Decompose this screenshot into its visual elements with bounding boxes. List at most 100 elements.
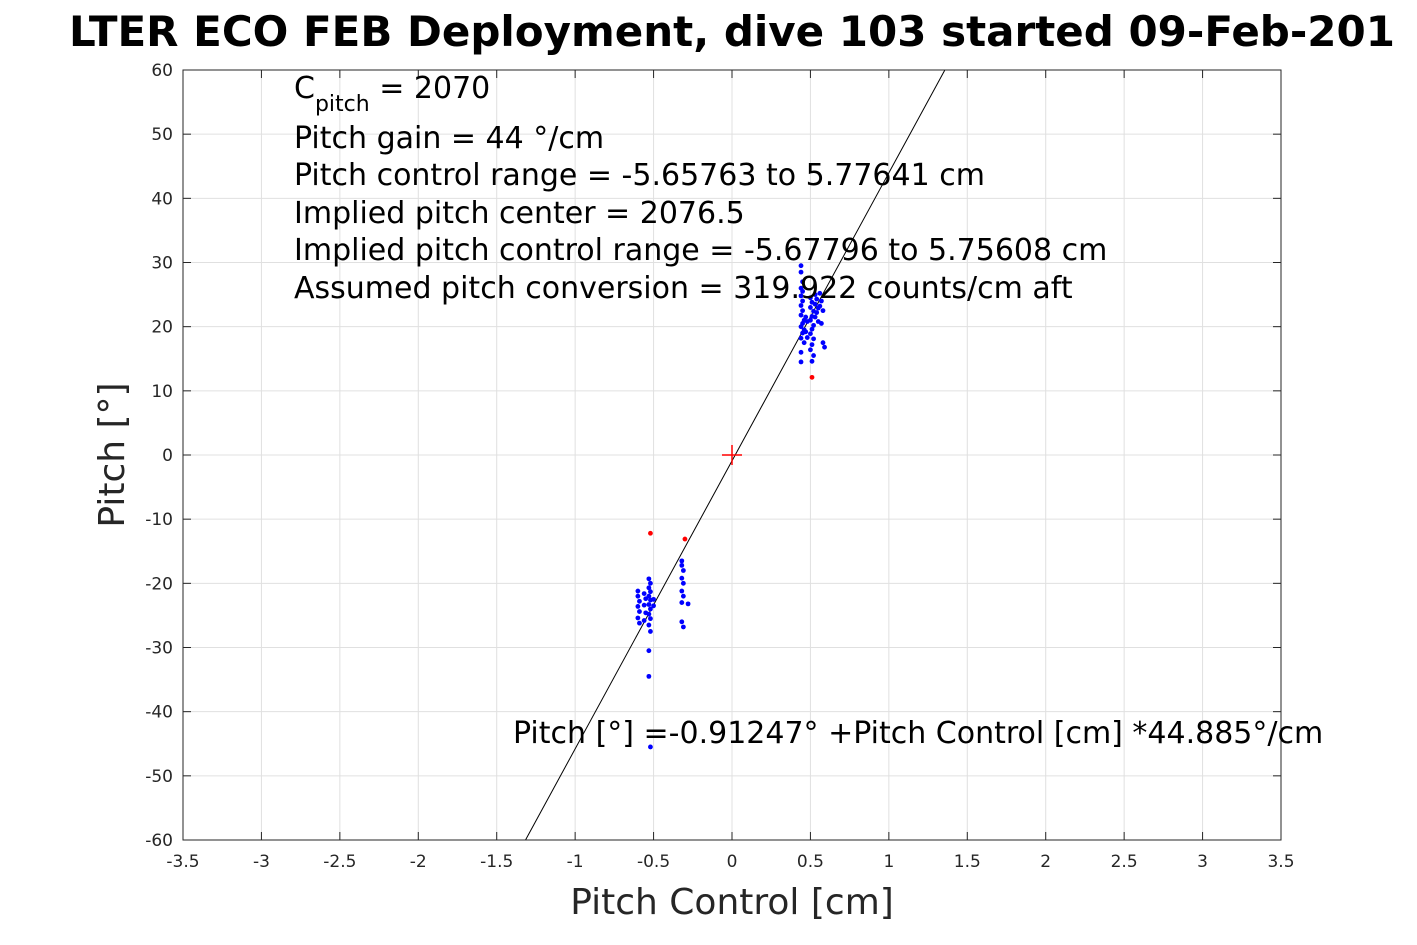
data-point [635, 604, 641, 609]
data-point [646, 585, 652, 591]
data-point [637, 609, 642, 614]
y-tick-labels: 60 50 40 30 20 10 0 -10 -20 -30 -40 -50 -60 [145, 61, 173, 851]
data-point [812, 314, 818, 320]
data-point [798, 293, 804, 299]
y-tick-label: 30 [151, 254, 173, 274]
data-point [648, 589, 653, 595]
x-tick-label: 2 [1040, 852, 1051, 872]
x-tick-label: 2.5 [1111, 852, 1138, 872]
data-point [808, 295, 813, 301]
data-point [635, 588, 641, 594]
pitch-control-range-annotation: Pitch control range = -5.65763 to 5.7764… [294, 158, 985, 193]
data-point [648, 530, 653, 536]
center-marker-group [722, 445, 742, 465]
data-point [817, 303, 823, 309]
data-point [814, 296, 820, 302]
data-points [635, 263, 827, 750]
data-point [808, 331, 813, 337]
chart-title: LTER ECO FEB Deployment, dive 103 starte… [69, 7, 1395, 56]
implied-pitch-center-annotation: Implied pitch center = 2076.5 [294, 196, 745, 231]
y-tick-label: 10 [151, 382, 173, 402]
c-pitch-main: C [294, 71, 315, 106]
data-point [801, 340, 807, 346]
x-tick-label: 3 [1197, 852, 1208, 872]
x-tick-label: 0 [727, 852, 738, 872]
data-point [648, 580, 653, 586]
data-point [646, 602, 652, 607]
data-point [800, 298, 805, 304]
x-tick-label: -1 [567, 852, 584, 872]
data-point [641, 591, 647, 596]
data-point [646, 622, 652, 628]
x-tick-label: 1.5 [954, 852, 981, 872]
data-point [646, 576, 652, 582]
data-point [637, 620, 642, 626]
data-point [798, 349, 804, 355]
data-point [800, 308, 805, 314]
data-point [648, 744, 653, 750]
c-pitch-annotation: Cpitch = 2070 [294, 71, 490, 117]
y-tick-label: -20 [145, 574, 173, 594]
annotation-block: Cpitch = 2070 Pitch gain = 44 °/cm Pitch… [294, 71, 1107, 306]
data-point [646, 611, 652, 617]
x-axis-label: Pitch Control [cm] [570, 882, 894, 923]
data-point [811, 353, 816, 358]
data-point [798, 312, 804, 318]
data-point [646, 673, 652, 679]
data-point [804, 335, 810, 340]
data-point [820, 308, 826, 314]
data-point [798, 303, 804, 308]
y-tick-label: 0 [162, 446, 173, 466]
data-point [809, 326, 815, 332]
data-point [803, 314, 809, 320]
x-tick-labels: -3.5 -3 -2.5 -2 -1.5 -1 -0.5 0 0.5 1 1.5 2 2.5 3 3.5 [166, 852, 1294, 872]
y-tick-label: -50 [145, 767, 173, 787]
data-point [809, 342, 815, 348]
fit-equation-annotation: Pitch [°] =-0.91247° +Pitch Control [cm]… [513, 716, 1323, 751]
y-tick-label: -10 [145, 510, 173, 530]
y-tick-label: -40 [145, 703, 173, 723]
data-point [809, 358, 815, 364]
x-tick-label: 0.5 [797, 852, 824, 872]
data-point [811, 336, 816, 342]
x-tick-label: -0.5 [637, 852, 670, 872]
x-tick-label: 3.5 [1267, 852, 1294, 872]
data-point [679, 600, 685, 605]
data-point [641, 618, 647, 623]
c-pitch-subscript: pitch [315, 92, 370, 117]
x-tick-label: -2.5 [323, 852, 356, 872]
data-point [648, 606, 653, 612]
y-tick-label: 50 [151, 125, 173, 145]
y-tick-label: 60 [151, 61, 173, 81]
data-point [814, 310, 820, 315]
data-point [812, 292, 818, 297]
data-point [808, 305, 813, 310]
data-point [822, 344, 827, 350]
data-point [635, 593, 641, 599]
assumed-pitch-conversion-annotation: Assumed pitch conversion = 319.922 count… [294, 271, 1073, 306]
plot-border [182, 69, 1282, 841]
data-point [800, 279, 805, 285]
data-point [646, 648, 652, 654]
data-point [808, 347, 813, 353]
x-tick-label: 1 [883, 852, 894, 872]
data-point [798, 359, 804, 365]
data-point [679, 562, 685, 568]
data-point [817, 290, 823, 296]
data-point [819, 321, 824, 326]
data-point [798, 335, 804, 341]
data-point [820, 340, 826, 346]
y-tick-label: 20 [151, 318, 173, 338]
data-point [648, 616, 653, 622]
data-point [798, 263, 804, 269]
pitch-gain-annotation: Pitch gain = 44 °/cm [294, 121, 604, 156]
data-point [679, 575, 685, 581]
x-tick-label: -1.5 [480, 852, 513, 872]
data-point [635, 615, 641, 621]
data-point [679, 558, 685, 564]
data-point [819, 298, 824, 304]
data-point [685, 601, 691, 607]
data-point [680, 624, 686, 630]
implied-pitch-control-range-annotation: Implied pitch control range = -5.67796 t… [294, 233, 1107, 268]
